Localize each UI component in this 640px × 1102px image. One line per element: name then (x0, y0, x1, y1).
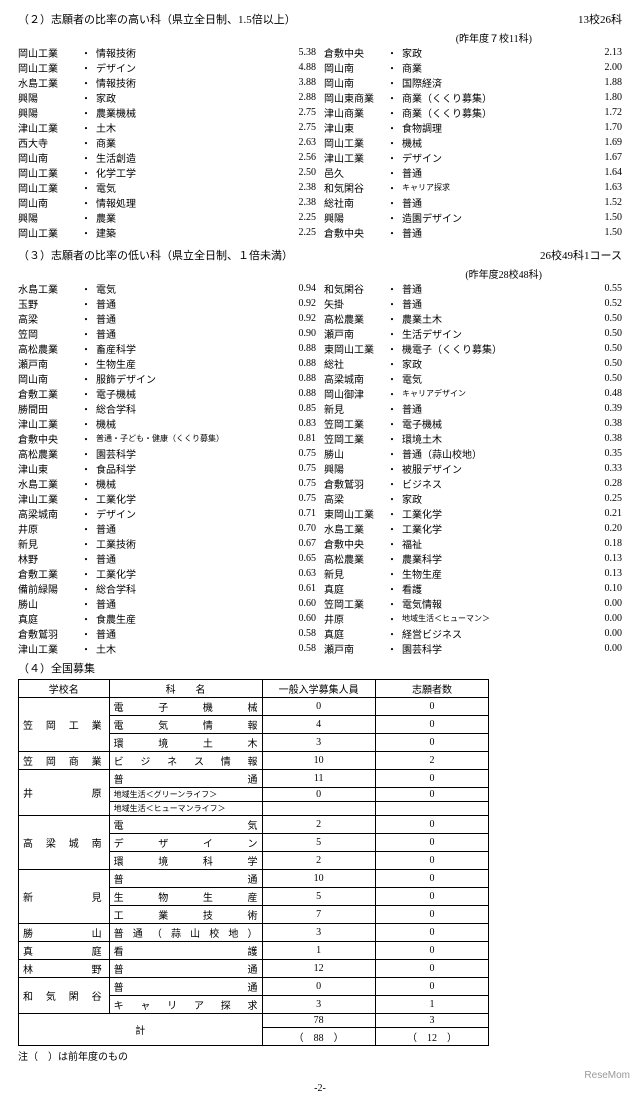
ratio-row: 和気閑谷・キャリア探求1.63 (324, 180, 622, 195)
ratio-row: 岡山南・国際経済1.88 (324, 75, 622, 90)
ratio-row: 津山工業・機械0.83 (18, 416, 316, 431)
ratio-row: 興陽・家政2.88 (18, 90, 316, 105)
ratio-row: 高梁城南・電気0.50 (324, 371, 622, 386)
ratio-row: 新見・生物生産0.13 (324, 566, 622, 581)
ratio-row: 津山東・食品科学0.75 (18, 461, 316, 476)
ratio-row: 玉野・普通0.92 (18, 296, 316, 311)
section4-title: （４）全国募集 (18, 660, 622, 676)
ratio-row: 笠岡・普通0.90 (18, 326, 316, 341)
ratio-row: 笠岡工業・環境土木0.38 (324, 431, 622, 446)
ratio-row: 笠岡工業・電気情報0.00 (324, 596, 622, 611)
ratio-row: 津山工業・デザイン1.67 (324, 150, 622, 165)
section2-title: （２）志願者の比率の高い科（県立全日制、1.5倍以上） (18, 11, 296, 27)
section3-count: 26校49科1コース (540, 247, 622, 263)
page-number: -2- (18, 1083, 622, 1094)
ratio-row: 津山工業・工業化学0.75 (18, 491, 316, 506)
ratio-row: 倉敷中央・福祉0.18 (324, 536, 622, 551)
table-row: 高梁城南電 気20 (19, 816, 489, 834)
ratio-row: 東岡山工業・工業化学0.21 (324, 506, 622, 521)
ratio-row: 高梁城南・デザイン0.71 (18, 506, 316, 521)
table-row: 林 野普 通120 (19, 960, 489, 978)
ratio-row: 岡山工業・機械1.69 (324, 135, 622, 150)
ratio-row: 瀬戸南・生活デザイン0.50 (324, 326, 622, 341)
ratio-row: 高松農業・畜産科学0.88 (18, 341, 316, 356)
ratio-row: 西大寺・商業2.63 (18, 135, 316, 150)
watermark: ReseMom (584, 1070, 630, 1081)
section3-title: （３）志願者の比率の低い科（県立全日制、１倍未満） (18, 247, 293, 263)
ratio-row: 岡山東商業・商業（くくり募集）1.80 (324, 90, 622, 105)
ratio-row: 瀬戸南・園芸科学0.00 (324, 641, 622, 656)
ratio-row: 井原・地域生活＜ヒューマン＞0.00 (324, 611, 622, 626)
ratio-row: 新見・普通0.39 (324, 401, 622, 416)
ratio-row: 興陽・農業機械2.75 (18, 105, 316, 120)
ratio-row: 高松農業・園芸科学0.75 (18, 446, 316, 461)
ratio-row: 倉敷中央・家政2.13 (324, 45, 622, 60)
ratio-row: 高松農業・農業科学0.13 (324, 551, 622, 566)
national-table: 学校名科 名一般入学募集人員志願者数笠岡工業電 子 機 械00電 気 情 報40… (18, 679, 489, 1046)
ratio-row: 津山工業・土木0.58 (18, 641, 316, 656)
ratio-row: 矢掛・普通0.52 (324, 296, 622, 311)
ratio-row: 倉敷鷲羽・普通0.58 (18, 626, 316, 641)
section2-prev: (昨年度７校11科) (18, 30, 622, 45)
table-row: 和気閑谷普 通00 (19, 978, 489, 996)
ratio-row: 勝山・普通0.60 (18, 596, 316, 611)
ratio-row: 岡山南・服飾デザイン0.88 (18, 371, 316, 386)
ratio-row: 勝間田・総合学科0.85 (18, 401, 316, 416)
ratio-row: 真庭・食農生産0.60 (18, 611, 316, 626)
table-row: 笠岡商業ビジネス情報102 (19, 752, 489, 770)
ratio-row: 井原・普通0.70 (18, 521, 316, 536)
section3-table: 水島工業・電気0.94玉野・普通0.92高梁・普通0.92笠岡・普通0.90高松… (18, 281, 622, 656)
ratio-row: 倉敷中央・普通・子ども・健康（くくり募集）0.81 (18, 431, 316, 446)
ratio-row: 真庭・看護0.10 (324, 581, 622, 596)
ratio-row: 倉敷鷲羽・ビジネス0.28 (324, 476, 622, 491)
ratio-row: 総社南・普通1.52 (324, 195, 622, 210)
ratio-row: 邑久・普通1.64 (324, 165, 622, 180)
ratio-row: 瀬戸南・生物生産0.88 (18, 356, 316, 371)
ratio-row: 津山工業・土木2.75 (18, 120, 316, 135)
ratio-row: 備前緑陽・総合学科0.61 (18, 581, 316, 596)
ratio-row: 岡山工業・電気2.38 (18, 180, 316, 195)
ratio-row: 興陽・農業2.25 (18, 210, 316, 225)
table-row: 真 庭看 護10 (19, 942, 489, 960)
ratio-row: 高梁・家政0.25 (324, 491, 622, 506)
ratio-row: 和気閑谷・普通0.55 (324, 281, 622, 296)
ratio-row: 岡山工業・デザイン4.88 (18, 60, 316, 75)
ratio-row: 真庭・経営ビジネス0.00 (324, 626, 622, 641)
note: 注（ ）は前年度のもの (18, 1048, 622, 1063)
ratio-row: 笠岡工業・電子機械0.38 (324, 416, 622, 431)
ratio-row: 水島工業・情報技術3.88 (18, 75, 316, 90)
ratio-row: 水島工業・電気0.94 (18, 281, 316, 296)
ratio-row: 岡山工業・化学工学2.50 (18, 165, 316, 180)
ratio-row: 倉敷中央・普通1.50 (324, 225, 622, 240)
section3-prev: (昨年度28校48科) (18, 266, 622, 281)
ratio-row: 興陽・造園デザイン1.50 (324, 210, 622, 225)
ratio-row: 津山東・食物調理1.70 (324, 120, 622, 135)
ratio-row: 水島工業・機械0.75 (18, 476, 316, 491)
table-row: 新 見普 通100 (19, 870, 489, 888)
ratio-row: 高松農業・農業土木0.50 (324, 311, 622, 326)
ratio-row: 岡山御津・キャリアデザイン0.48 (324, 386, 622, 401)
ratio-row: 水島工業・工業化学0.20 (324, 521, 622, 536)
table-row: 勝 山普通（蒜山校地）30 (19, 924, 489, 942)
table-row: 井 原普 通110 (19, 770, 489, 788)
ratio-row: 岡山南・情報処理2.38 (18, 195, 316, 210)
section2-table: 岡山工業・情報技術5.38岡山工業・デザイン4.88水島工業・情報技術3.88興… (18, 45, 622, 240)
ratio-row: 林野・普通0.65 (18, 551, 316, 566)
ratio-row: 津山商業・商業（くくり募集）1.72 (324, 105, 622, 120)
ratio-row: 岡山工業・建築2.25 (18, 225, 316, 240)
ratio-row: 新見・工業技術0.67 (18, 536, 316, 551)
section2-count: 13校26科 (578, 11, 622, 27)
ratio-row: 総社・家政0.50 (324, 356, 622, 371)
ratio-row: 倉敷工業・電子機械0.88 (18, 386, 316, 401)
ratio-row: 高梁・普通0.92 (18, 311, 316, 326)
ratio-row: 岡山南・生活創造2.56 (18, 150, 316, 165)
ratio-row: 興陽・被服デザイン0.33 (324, 461, 622, 476)
ratio-row: 勝山・普通（蒜山校地）0.35 (324, 446, 622, 461)
table-row: 笠岡工業電 子 機 械00 (19, 698, 489, 716)
ratio-row: 岡山南・商業2.00 (324, 60, 622, 75)
ratio-row: 岡山工業・情報技術5.38 (18, 45, 316, 60)
ratio-row: 倉敷工業・工業化学0.63 (18, 566, 316, 581)
ratio-row: 東岡山工業・機電子（くくり募集）0.50 (324, 341, 622, 356)
